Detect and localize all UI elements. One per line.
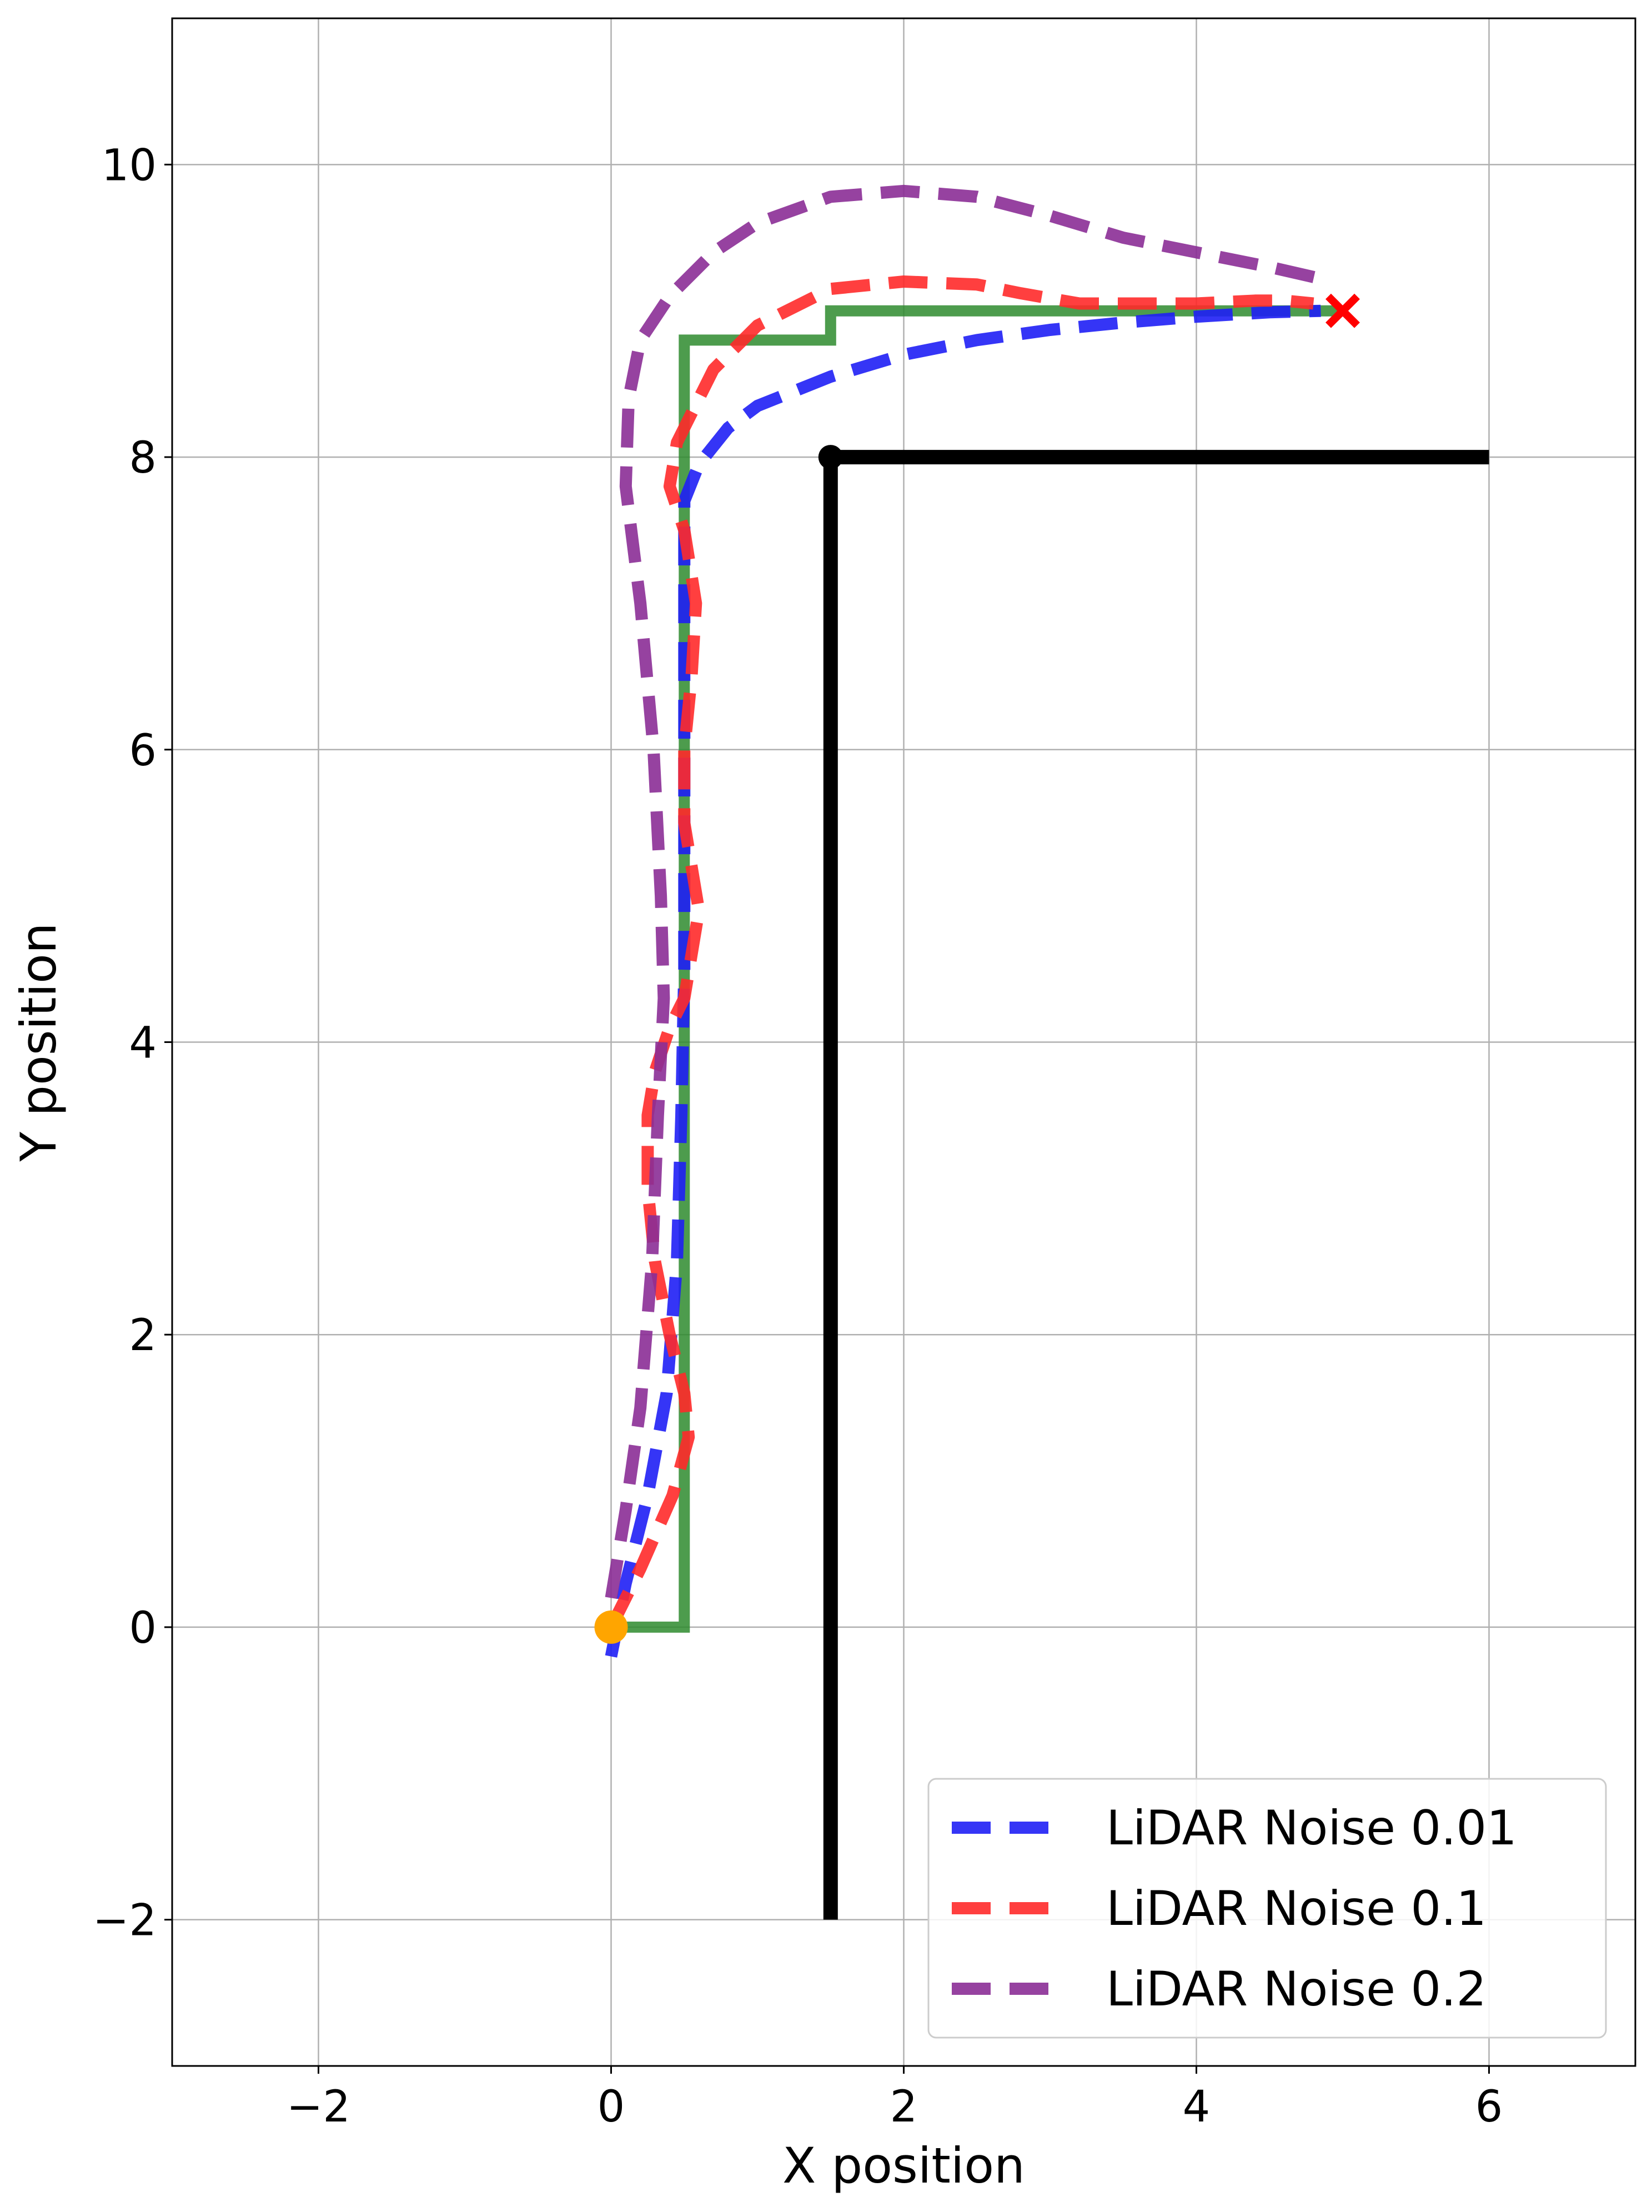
y-tick-label: 0 bbox=[129, 1603, 157, 1653]
y-tick-label: 4 bbox=[129, 1019, 157, 1069]
series-lines bbox=[605, 184, 1322, 1658]
y-tick-label: 10 bbox=[102, 141, 157, 190]
x-tick-label: 2 bbox=[890, 2082, 918, 2132]
legend-box bbox=[927, 1778, 1607, 2039]
reference-path bbox=[611, 305, 1343, 1633]
walls bbox=[818, 445, 1489, 1920]
series-line-1 bbox=[605, 304, 1321, 1658]
start-marker bbox=[594, 1610, 628, 1644]
x-tick-label: 4 bbox=[1183, 2082, 1211, 2132]
x-tick-label: 6 bbox=[1475, 2082, 1503, 2132]
legend-label-1: LiDAR Noise 0.01 bbox=[1106, 1800, 1517, 1856]
markers bbox=[594, 293, 1360, 1644]
y-axis-label: Y position bbox=[10, 922, 67, 1162]
legend-label-2: LiDAR Noise 0.1 bbox=[1106, 1881, 1487, 1937]
legend-label-3: LiDAR Noise 0.2 bbox=[1106, 1962, 1487, 2017]
x-tick-label: 0 bbox=[597, 2082, 625, 2132]
y-tick-label: −2 bbox=[93, 1896, 157, 1946]
legend: LiDAR Noise 0.01 LiDAR Noise 0.1 LiDAR Noi… bbox=[927, 1778, 1607, 2039]
series-line-2 bbox=[605, 275, 1314, 1630]
goal-marker-stroke bbox=[1325, 293, 1360, 328]
y-tick-label: 8 bbox=[129, 433, 157, 483]
y-tick-label: 2 bbox=[129, 1311, 157, 1361]
series-line-3 bbox=[605, 184, 1322, 1599]
x-axis-label: X position bbox=[782, 2137, 1025, 2194]
y-tick-label: 6 bbox=[129, 726, 157, 776]
reference-path-group bbox=[611, 305, 1343, 1633]
x-tick-label: −2 bbox=[287, 2082, 350, 2132]
x-axis-ticks: −2 0 2 4 6 bbox=[287, 2066, 1503, 2132]
y-axis-ticks: −2 0 2 4 6 8 10 bbox=[93, 141, 172, 1946]
wall-corner-point bbox=[818, 445, 843, 470]
